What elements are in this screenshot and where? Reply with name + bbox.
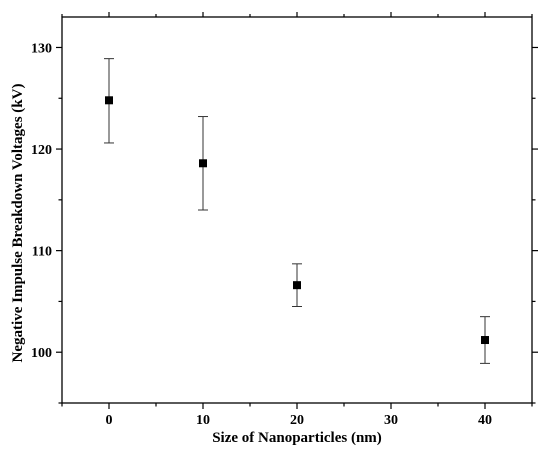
y-tick-label: 130 (31, 41, 52, 56)
tick-labels: 0 10 20 30 40 100 110 120 130 (31, 41, 492, 428)
x-tick-label: 40 (478, 413, 492, 428)
y-tick-label: 100 (31, 346, 52, 361)
data-point (293, 281, 301, 290)
y-tick-label: 120 (31, 143, 52, 158)
x-tick-label: 20 (290, 413, 304, 428)
data-point (199, 159, 207, 168)
x-axis-title: Size of Nanoparticles (nm) (212, 430, 382, 446)
error-bars (104, 58, 490, 364)
axis-ticks (56, 12, 538, 409)
data-point (105, 96, 113, 105)
y-axis-title: Negative Impulse Breakdown Voltages (kV) (10, 84, 26, 363)
plot-frame (61, 16, 533, 404)
data-markers (105, 96, 489, 345)
data-point (481, 336, 489, 345)
x-tick-label: 10 (196, 413, 210, 428)
x-tick-label: 30 (384, 413, 398, 428)
x-tick-label: 0 (106, 413, 113, 428)
y-tick-label: 110 (32, 245, 52, 260)
